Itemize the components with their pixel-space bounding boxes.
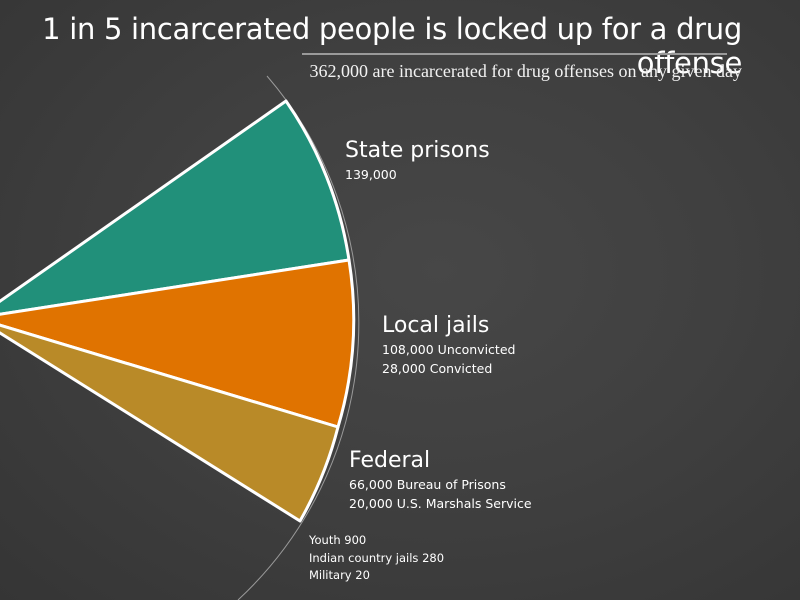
outer-arc-guide [237, 75, 360, 600]
label-state-prisons-head: State prisons [345, 138, 490, 163]
chart-subtitle: 362,000 are incarcerated for drug offens… [309, 61, 742, 81]
label-federal-marshals: 20,000 U.S. Marshals Service [349, 496, 532, 511]
wedge-state-prisons [0, 99, 351, 316]
label-local-jails-unconvicted: 108,000 Unconvicted [382, 342, 516, 357]
title-divider [302, 53, 727, 55]
label-local-jails-head: Local jails [382, 313, 490, 338]
label-youth: Youth 900 [309, 533, 367, 547]
label-state-prisons: State prisons 139,000 [345, 137, 490, 184]
wedge-local-jails [0, 258, 356, 429]
label-federal: Federal 66,000 Bureau of Prisons 20,000 … [349, 447, 532, 513]
label-local-jails: Local jails 108,000 Unconvicted 28,000 C… [382, 312, 515, 378]
label-other-categories: Youth 900 Indian country jails 280 Milit… [309, 532, 444, 585]
label-state-prisons-value: 139,000 [345, 167, 397, 182]
label-indian-country-jails: Indian country jails 280 [309, 550, 445, 565]
label-local-jails-convicted: 28,000 Convicted [382, 361, 493, 376]
wedge-federal [0, 323, 340, 523]
label-military: Military 20 [309, 568, 370, 582]
label-federal-bop: 66,000 Bureau of Prisons [349, 477, 506, 492]
label-federal-head: Federal [349, 448, 431, 473]
chart-title: 1 in 5 incarcerated people is locked up … [42, 12, 742, 80]
